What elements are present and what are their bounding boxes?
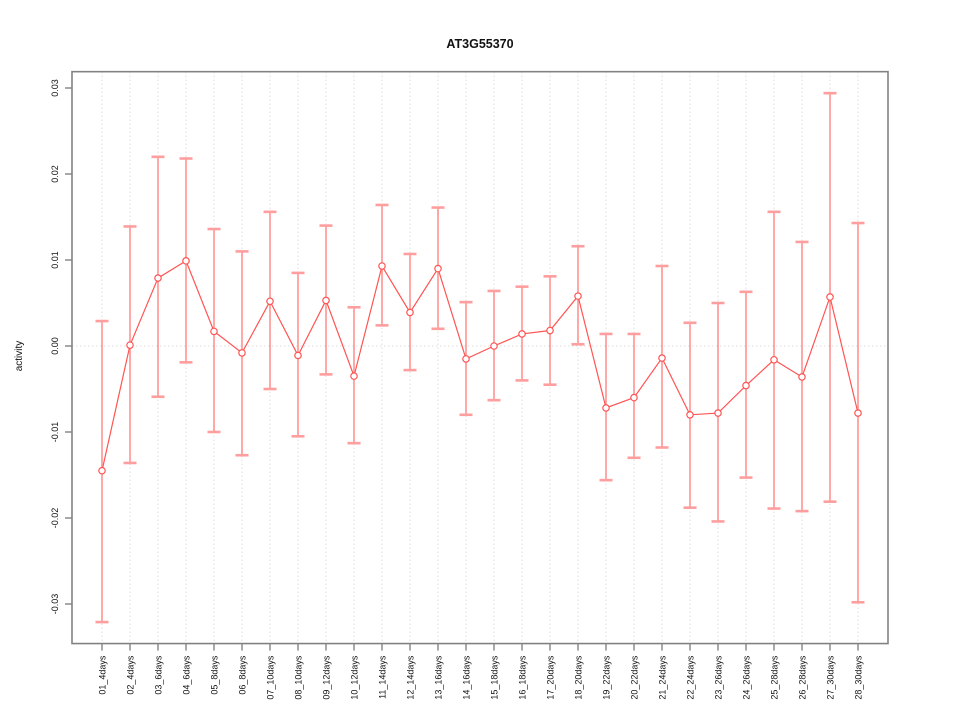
x-tick-label: 15_18days: [490, 655, 500, 700]
data-point-marker: [574, 292, 582, 300]
x-tick-label: 19_22days: [602, 655, 612, 700]
x-tick-label: 06_8days: [238, 655, 248, 695]
x-tick-label: 18_20days: [574, 655, 584, 700]
x-tick-label: 05_8days: [210, 655, 220, 695]
x-tick-label: 02_4days: [126, 655, 136, 695]
data-point-marker: [658, 354, 666, 362]
x-tick-label: 22_24days: [686, 655, 696, 700]
data-point-marker: [630, 393, 638, 402]
y-tick-label: 0.03: [50, 79, 60, 97]
plot-frame: [71, 70, 889, 645]
x-tick-label: 08_10days: [294, 655, 304, 700]
x-tick-label: 24_26days: [742, 655, 752, 700]
x-tick-label: 10_12days: [350, 655, 360, 700]
data-point-marker: [546, 326, 554, 335]
data-point-marker: [154, 274, 162, 282]
data-point-marker: [518, 330, 526, 338]
y-axis: 0.03 0.02 0.01 0.00 -0.01 -0.02 -0.03: [50, 79, 72, 614]
data-point-marker: [826, 293, 834, 301]
y-tick-label: 0.01: [50, 251, 60, 269]
data-point-marker: [238, 349, 246, 357]
x-tick-label: 12_14days: [406, 655, 416, 700]
x-tick-label: 03_6days: [154, 655, 164, 695]
data-point-marker: [294, 351, 302, 360]
data-point-markers: [98, 257, 862, 475]
data-point-marker: [854, 409, 862, 417]
data-point-marker: [714, 409, 722, 417]
y-tick-label: 0.00: [50, 337, 60, 355]
error-bars: [95, 91, 865, 624]
data-point-marker: [126, 341, 134, 349]
data-point-marker: [406, 308, 414, 317]
x-tick-label: 16_18days: [518, 655, 528, 700]
data-point-marker: [490, 342, 498, 350]
x-tick-label: 01_4days: [98, 655, 108, 695]
y-tick-label: 0.02: [50, 165, 60, 183]
x-tick-label: 26_28days: [798, 655, 808, 700]
data-point-marker: [350, 372, 358, 380]
data-point-marker: [798, 373, 806, 381]
x-tick-label: 14_16days: [462, 655, 472, 700]
data-point-marker: [462, 355, 470, 363]
gridlines: [72, 71, 888, 644]
y-tick-label: -0.03: [50, 594, 60, 615]
data-point-marker: [210, 327, 218, 336]
y-axis-label: activity: [14, 341, 25, 372]
chart-title: AT3G55370: [446, 37, 513, 51]
x-tick-label: 20_22days: [630, 655, 640, 700]
x-tick-label: 21_24days: [658, 655, 668, 700]
x-tick-label: 07_10days: [266, 655, 276, 700]
y-tick-label: -0.02: [50, 508, 60, 529]
data-point-marker: [742, 381, 750, 390]
x-tick-label: 28_30days: [854, 655, 864, 700]
x-tick-label: 04_6days: [182, 655, 192, 695]
x-tick-label: 27_30days: [826, 655, 836, 700]
data-point-marker: [98, 466, 106, 475]
data-point-marker: [770, 355, 778, 364]
data-point-marker: [434, 264, 442, 273]
y-tick-label: -0.01: [50, 422, 60, 443]
x-tick-label: 11_14days: [378, 655, 388, 699]
x-tick-label: 09_12days: [322, 655, 332, 700]
data-point-marker: [266, 297, 274, 306]
x-axis: 01_4days 02_4days 03_6days 04_6days 05_8days…: [98, 643, 864, 700]
series-line: [101, 259, 859, 471]
data-point-marker: [378, 262, 386, 270]
x-tick-label: 17_20days: [546, 655, 556, 700]
x-tick-label: 13_16days: [434, 655, 444, 700]
x-tick-label: 25_28days: [770, 655, 780, 700]
x-tick-label: 23_26days: [714, 655, 724, 700]
data-point-marker: [686, 410, 694, 419]
data-point-marker: [322, 296, 330, 305]
data-point-marker: [182, 257, 190, 265]
data-point-marker: [602, 404, 610, 412]
